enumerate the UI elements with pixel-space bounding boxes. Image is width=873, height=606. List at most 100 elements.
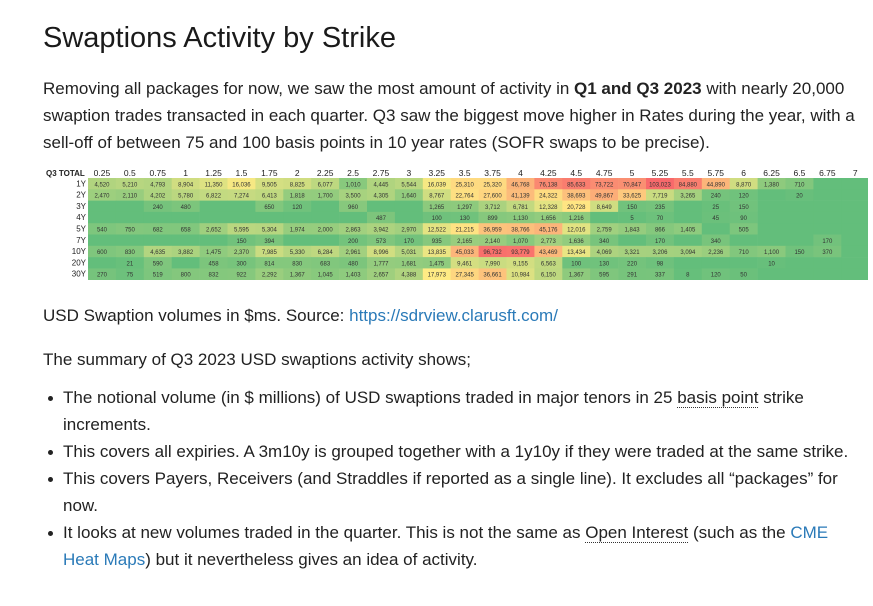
cell-value: 43,469 [539, 250, 558, 256]
cell-value: 10 [768, 261, 775, 267]
cell-value: 38,693 [567, 194, 586, 200]
heatmap-cell [729, 189, 758, 201]
cell-value: 8,767 [429, 194, 445, 200]
heatmap-cell [618, 223, 647, 235]
cell-value: 1,818 [290, 194, 306, 200]
cell-value: 7,990 [485, 261, 501, 267]
cell-value: 20,728 [567, 205, 586, 211]
bullet-2-text: This covers all expiries. A 3m10y is gro… [63, 442, 849, 461]
heatmap-cell [227, 189, 256, 201]
heatmap-cell [422, 178, 451, 190]
summary-text: The summary of Q3 2023 USD swaptions act… [43, 350, 471, 369]
cell-value: 12,328 [539, 205, 558, 211]
heatmap-cell [367, 268, 396, 280]
heatmap-cell [562, 211, 591, 224]
heatmap-cell [283, 257, 312, 269]
cell-value: 38,766 [511, 228, 530, 234]
basis-point-term[interactable]: basis point [677, 388, 759, 408]
heatmap-cell [590, 223, 619, 235]
heatmap-cell [701, 223, 730, 235]
heatmap-cell [813, 223, 842, 235]
cell-value: 1,380 [764, 182, 780, 188]
cell-value: 11,350 [205, 182, 224, 188]
heatmap-cell [729, 268, 758, 280]
heatmap-cell [283, 211, 312, 224]
heatmap-cell [367, 257, 396, 269]
heatmap-cell [255, 234, 284, 247]
column-header: 5.75 [707, 168, 724, 178]
heatmap-cell [785, 268, 814, 280]
cell-value: 170 [404, 239, 415, 245]
cell-value: 3,712 [485, 205, 501, 211]
heatmap-cell [813, 268, 842, 280]
cell-value: 25 [712, 205, 719, 211]
cell-value: 5,780 [178, 194, 194, 200]
row-label: 7Y [76, 236, 86, 245]
heatmap-cell [673, 189, 703, 201]
cell-value: 519 [153, 273, 164, 279]
open-interest-term[interactable]: Open Interest [585, 523, 689, 543]
cell-value: 935 [432, 239, 443, 245]
heatmap-cell [506, 223, 535, 235]
cell-value: 49,867 [595, 194, 614, 200]
heatmap-cell [115, 245, 145, 258]
cell-value: 1,681 [401, 261, 417, 267]
caption-text: USD Swaption volumes in $ms. Source: [43, 306, 350, 325]
heatmap-cell [115, 200, 145, 213]
heatmap-cell [757, 200, 786, 213]
heatmap-cell [367, 189, 396, 201]
heatmap-cell [646, 200, 675, 213]
cell-value: 3,206 [652, 250, 668, 256]
heatmap-cell [171, 257, 200, 269]
column-header: 5 [630, 168, 635, 178]
heatmap-cell [88, 257, 117, 269]
heatmap-cell [227, 211, 256, 224]
heatmap-cell [422, 223, 451, 235]
cell-value: 150 [739, 205, 750, 211]
heatmap-cell [841, 234, 868, 247]
intro-text-2: with nearly 20,000 swaption trades trans… [43, 79, 855, 152]
intro-bold: Q1 and Q3 2023 [574, 79, 702, 98]
bullet-1-text-a: The notional volume (in $ millions) of U… [63, 388, 678, 407]
cell-value: 1,475 [206, 250, 222, 256]
cell-value: 8,996 [373, 250, 389, 256]
heatmap-cell [450, 223, 479, 235]
heatmap-cell [255, 211, 284, 224]
heatmap-cell [757, 245, 786, 258]
heatmap-cell [478, 178, 507, 190]
cell-value: 33,625 [623, 194, 642, 200]
heatmap-cell [729, 200, 758, 213]
cell-value: 100 [571, 261, 582, 267]
column-header: 2.5 [347, 168, 359, 178]
heatmap-cell [143, 245, 172, 258]
heatmap-cell [701, 268, 730, 280]
heatmap-cell [841, 223, 868, 235]
cell-value: 922 [236, 273, 247, 279]
cell-value: 2,773 [541, 239, 557, 245]
source-link[interactable]: https://sdrview.clarusft.com/ [349, 306, 558, 325]
heatmap-cell [534, 200, 563, 213]
column-header: 3.25 [428, 168, 445, 178]
cell-value: 1,700 [318, 194, 334, 200]
heatmap-cell [394, 189, 424, 201]
heatmap-cell [590, 211, 619, 224]
heatmap-cell [311, 223, 340, 235]
heatmap-cell [841, 211, 868, 224]
cell-value: 2,110 [123, 194, 138, 200]
cell-value: 2,000 [318, 228, 334, 234]
heatmap-cell [227, 200, 256, 213]
cme-heat-maps-link[interactable]: CME Heat Maps [63, 523, 829, 569]
cell-value: 540 [97, 228, 108, 234]
cell-value: 3,500 [346, 194, 362, 200]
cell-value: 9,461 [457, 261, 473, 267]
heatmap-cell [562, 189, 591, 201]
cell-value: 832 [209, 273, 220, 279]
heatmap-cell [590, 234, 619, 247]
heatmap-cell [450, 211, 479, 224]
heatmap-cell [394, 257, 424, 269]
heatmap-cell [339, 200, 368, 213]
cell-value: 3,882 [178, 250, 194, 256]
cell-value: 70 [657, 216, 664, 222]
cell-value: 170 [655, 239, 666, 245]
cell-value: 1,843 [625, 228, 641, 234]
